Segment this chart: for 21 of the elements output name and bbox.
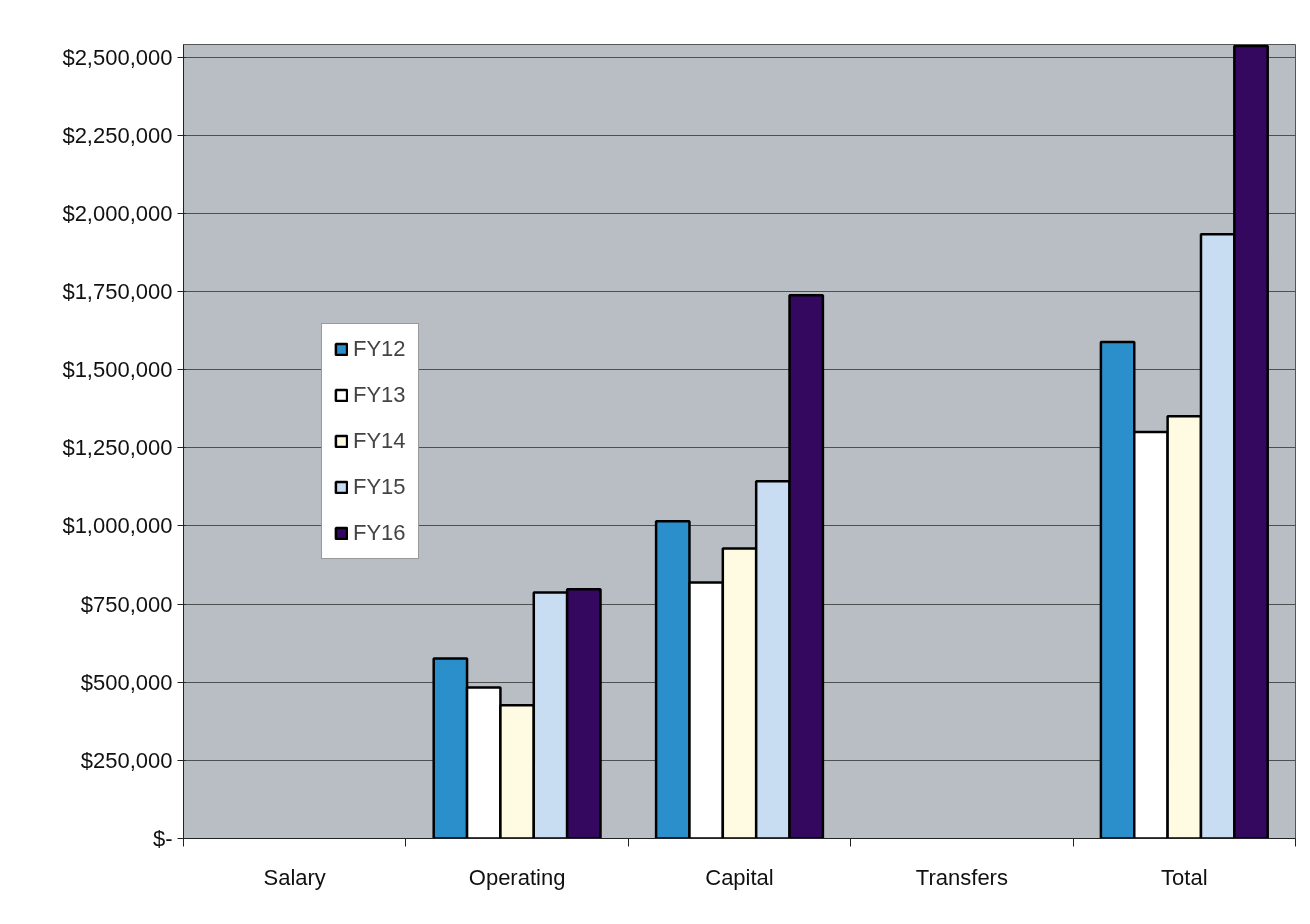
x-tick-label: Transfers xyxy=(915,864,1008,890)
x-tick-label: Salary xyxy=(263,864,326,890)
y-tick-label: $1,000,000 xyxy=(62,513,173,539)
legend-label: FY12 xyxy=(353,336,406,362)
y-tick-label: $1,750,000 xyxy=(62,278,173,304)
y-tick-label: $1,250,000 xyxy=(62,435,173,461)
y-tick-label: $750,000 xyxy=(80,591,173,617)
legend-label: FY13 xyxy=(353,382,406,408)
y-tick-label: $- xyxy=(152,826,173,851)
x-tick-label: Capital xyxy=(705,864,774,890)
y-tick-label: $2,250,000 xyxy=(62,122,173,148)
legend-label: FY14 xyxy=(353,428,406,454)
x-tick-label: Operating xyxy=(468,864,566,890)
legend-label: FY15 xyxy=(353,474,406,500)
x-tick-label: Total xyxy=(1161,864,1208,890)
y-tick-label: $500,000 xyxy=(80,669,173,695)
y-tick-label: $1,500,000 xyxy=(62,357,173,383)
y-tick-label: $2,500,000 xyxy=(62,44,173,70)
y-tick-label: $2,000,000 xyxy=(62,200,173,226)
y-tick-label: $250,000 xyxy=(80,747,173,773)
legend-label: FY16 xyxy=(353,520,406,546)
